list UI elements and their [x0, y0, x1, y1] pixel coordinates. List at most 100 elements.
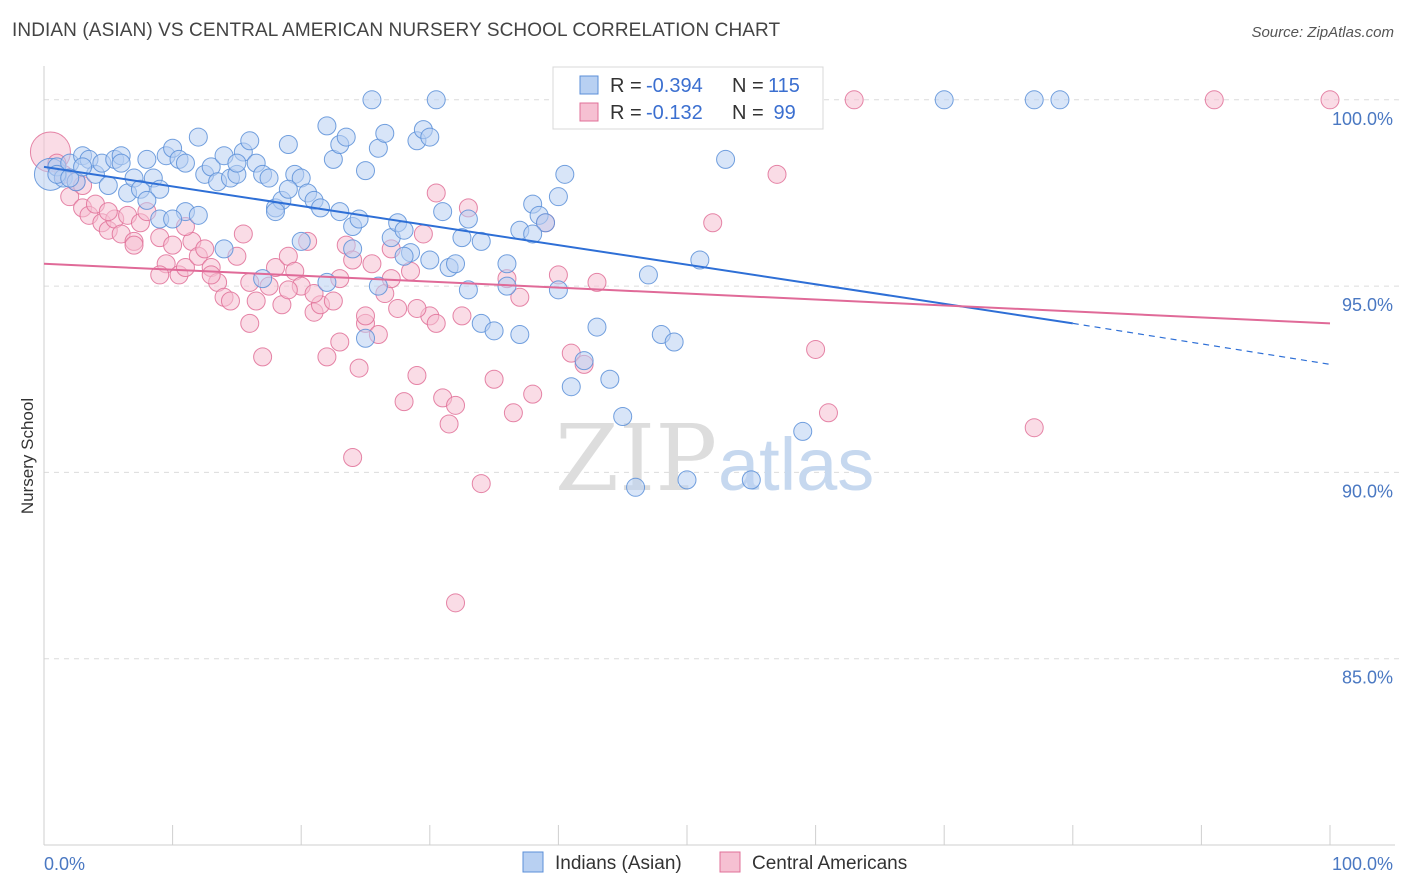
- legend-r-value-2: -0.132: [646, 102, 703, 124]
- blue-point-88: [793, 421, 813, 441]
- blue-point-117: [548, 280, 568, 300]
- pink-point-89: [240, 313, 260, 333]
- bottom-legend-label-blue[interactable]: Indians (Asian): [555, 853, 682, 874]
- pink-point-61: [439, 414, 459, 434]
- chart-title: INDIAN (ASIAN) VS CENTRAL AMERICAN NURSE…: [12, 20, 781, 41]
- pink-point-65: [484, 369, 504, 389]
- blue-point-22: [188, 127, 208, 147]
- pink-point-67: [503, 403, 523, 423]
- blue-point-86: [716, 149, 736, 169]
- blue-point-60: [433, 202, 453, 222]
- pink-point-79: [1024, 418, 1044, 438]
- pink-point-18: [163, 235, 183, 255]
- blue-point-118: [265, 202, 285, 222]
- blue-point-9: [98, 176, 118, 196]
- pink-point-76: [767, 164, 787, 184]
- bottom-legend-swatch-pink[interactable]: [719, 851, 741, 873]
- pink-point-77: [806, 339, 826, 359]
- blue-point-84: [690, 250, 710, 270]
- blue-point-95: [111, 153, 131, 173]
- pink-point-27: [220, 291, 240, 311]
- pink-point-64: [471, 474, 491, 494]
- pink-point-80: [1204, 90, 1224, 110]
- pink-point-32: [253, 347, 273, 367]
- blue-point-62: [446, 254, 466, 274]
- pink-point-90: [278, 280, 298, 300]
- blue-point-71: [536, 213, 556, 233]
- pink-point-34: [265, 257, 285, 277]
- blue-point-114: [137, 190, 157, 210]
- pink-point-31: [246, 291, 266, 311]
- blue-point-47: [349, 209, 369, 229]
- blue-point-80: [638, 265, 658, 285]
- pink-point-91: [304, 284, 324, 304]
- pink-point-98: [343, 448, 363, 467]
- pink-point-86: [150, 265, 170, 285]
- blue-point-119: [343, 239, 363, 259]
- blue-point-42: [317, 116, 337, 136]
- pink-point-82: [844, 90, 864, 110]
- pink-point-43: [323, 291, 343, 311]
- pink-point-23: [195, 239, 215, 259]
- legend-r-value-1: -0.394: [646, 75, 703, 97]
- pink-point-84: [98, 202, 118, 222]
- series-legend: Indians (Asian) Central Americans: [522, 851, 907, 874]
- pink-point-99: [446, 593, 466, 613]
- pink-point-59: [426, 183, 446, 203]
- blue-point-30: [240, 131, 260, 151]
- pink-point-74: [587, 272, 607, 292]
- trend-line-central-americans: [43, 262, 1331, 325]
- bottom-legend-label-pink[interactable]: Central Americans: [752, 853, 907, 874]
- y-axis-label: Nursery School: [18, 398, 37, 514]
- series-central-americans: [29, 90, 1340, 613]
- blue-point-99: [278, 179, 298, 199]
- pink-point-78: [818, 403, 838, 423]
- blue-point-74: [561, 377, 581, 397]
- blue-point-111: [214, 239, 234, 259]
- blue-point-21: [175, 153, 195, 173]
- blue-point-90: [1024, 90, 1044, 110]
- blue-point-107: [356, 328, 375, 348]
- trend-line-indians-asian: [43, 165, 1073, 325]
- x-tick-label-1: 100.0%: [1332, 854, 1393, 874]
- blue-point-73: [555, 164, 575, 184]
- bottom-legend-swatch-blue[interactable]: [522, 851, 544, 873]
- blue-point-36: [278, 135, 298, 155]
- correlation-legend: R = -0.394 N = 115 R = -0.132 N = 99: [552, 66, 824, 130]
- blue-point-98: [227, 153, 247, 173]
- pink-point-62: [446, 395, 466, 415]
- pink-point-54: [394, 392, 414, 412]
- blue-point-51: [375, 123, 395, 143]
- y-tick-label-1: 90.0%: [1342, 481, 1393, 501]
- pink-point-95: [407, 298, 427, 318]
- y-tick-label-2: 95.0%: [1342, 295, 1393, 315]
- blue-point-91: [1050, 90, 1070, 110]
- blue-point-77: [600, 369, 620, 389]
- blue-point-83: [677, 470, 697, 490]
- pink-point-93: [356, 306, 375, 326]
- trend-extension-indians-asian: [1072, 322, 1331, 365]
- pink-point-75: [703, 213, 723, 233]
- pink-point-97: [452, 306, 472, 326]
- blue-point-93: [60, 168, 80, 188]
- blue-point-63: [452, 228, 472, 248]
- pink-point-88: [201, 265, 221, 285]
- blue-point-82: [664, 332, 684, 352]
- blue-point-106: [523, 224, 543, 244]
- pink-point-96: [426, 313, 446, 333]
- pink-point-85: [124, 235, 144, 255]
- axes: [43, 66, 1395, 846]
- blue-point-45: [336, 127, 356, 147]
- pink-point-49: [362, 254, 382, 274]
- blue-point-103: [420, 250, 440, 270]
- pink-point-56: [407, 366, 427, 386]
- blue-point-109: [291, 231, 311, 251]
- series-indians-asian: [33, 90, 1070, 497]
- y-tick-label-0: 85.0%: [1342, 668, 1393, 688]
- y-tick-label-3: 100.0%: [1332, 109, 1393, 129]
- pink-point-20: [175, 257, 195, 277]
- blue-point-101: [368, 276, 388, 296]
- blue-point-89: [934, 90, 954, 110]
- blue-point-76: [587, 317, 607, 337]
